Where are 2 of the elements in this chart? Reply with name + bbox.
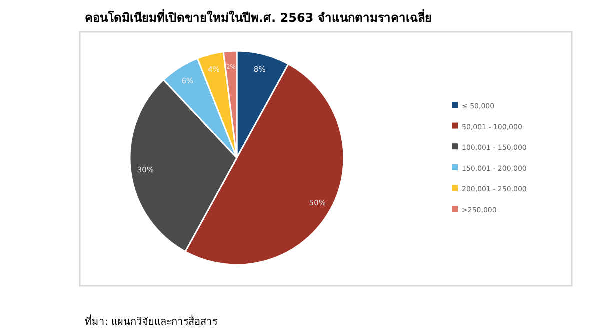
text: ที่มา: แผนกวิจัยและการสื่อสาร [85, 314, 219, 328]
title: คอนโดมิเนียมที่เปิดขายใหม่ในปีพ.ศ. 2563 จำแนกตามราคาเฉลี่ย [85, 11, 432, 25]
